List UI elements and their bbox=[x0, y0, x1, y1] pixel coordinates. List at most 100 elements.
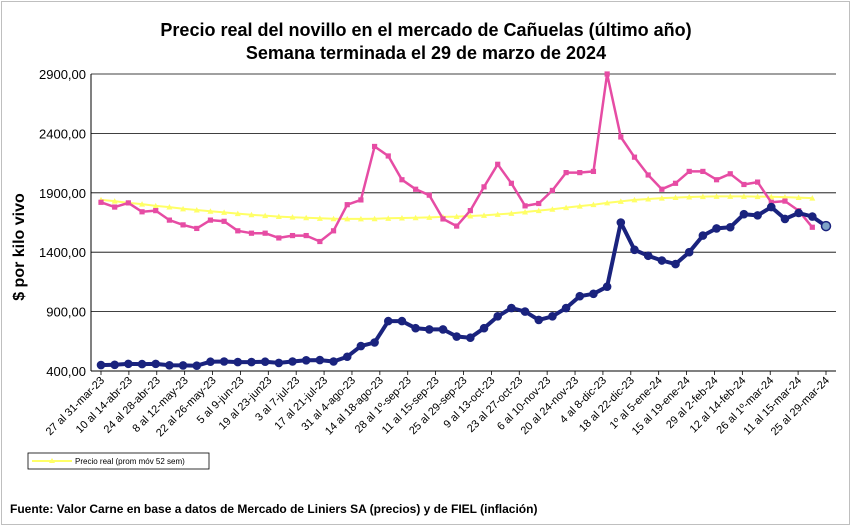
data-point bbox=[698, 231, 708, 240]
data-point bbox=[493, 312, 502, 321]
data-point bbox=[235, 228, 241, 234]
data-point bbox=[193, 207, 200, 213]
data-point bbox=[741, 181, 747, 188]
data-point bbox=[385, 215, 392, 221]
data-point bbox=[452, 332, 461, 341]
data-point bbox=[561, 303, 571, 313]
legend-swatch-marker bbox=[49, 458, 55, 463]
data-point bbox=[658, 195, 665, 201]
last-data-point bbox=[820, 220, 832, 232]
data-point bbox=[262, 212, 269, 219]
legend: Precio real (prom móv 52 sem) bbox=[27, 452, 210, 470]
data-point bbox=[317, 238, 323, 245]
data-point bbox=[124, 359, 133, 369]
data-point bbox=[686, 168, 692, 175]
data-point bbox=[809, 195, 816, 201]
y-axis-label: $ por kilo vivo bbox=[11, 193, 28, 301]
series-0 bbox=[96, 202, 831, 370]
data-point bbox=[111, 198, 118, 204]
data-point bbox=[699, 193, 706, 200]
y-tick-labels: 400,00 900,00 1400,00 1900,00 2400,00 2900,00 bbox=[39, 67, 86, 379]
data-point bbox=[206, 357, 215, 367]
data-point bbox=[438, 325, 448, 334]
data-point bbox=[481, 212, 488, 218]
data-point bbox=[645, 195, 652, 202]
data-point bbox=[330, 215, 337, 222]
data-point bbox=[684, 247, 694, 257]
data-point bbox=[370, 338, 379, 347]
data-point bbox=[96, 360, 106, 370]
data-point bbox=[549, 206, 556, 212]
data-point bbox=[479, 323, 489, 333]
data-point bbox=[589, 289, 598, 299]
data-point bbox=[794, 208, 803, 218]
data-point bbox=[276, 235, 282, 241]
data-point bbox=[549, 187, 556, 194]
data-point bbox=[371, 143, 378, 150]
data-point bbox=[657, 256, 667, 265]
data-point bbox=[166, 204, 173, 210]
data-point bbox=[399, 177, 405, 183]
data-point bbox=[454, 223, 460, 229]
data-point bbox=[151, 359, 161, 369]
data-point bbox=[112, 204, 118, 210]
data-point bbox=[535, 207, 542, 214]
data-point bbox=[768, 199, 774, 205]
data-point bbox=[659, 186, 665, 192]
data-point bbox=[153, 208, 159, 214]
data-point bbox=[618, 134, 624, 140]
data-point bbox=[466, 333, 475, 343]
data-point bbox=[548, 312, 557, 321]
data-point bbox=[671, 259, 680, 269]
data-point bbox=[125, 200, 131, 206]
data-point bbox=[397, 316, 407, 326]
y-tick-label: 1400,00 bbox=[39, 245, 86, 260]
data-point bbox=[180, 205, 187, 212]
data-point bbox=[357, 215, 364, 222]
data-point bbox=[233, 357, 243, 367]
data-point bbox=[453, 213, 460, 220]
data-point bbox=[426, 192, 432, 198]
data-point bbox=[508, 210, 515, 216]
data-point bbox=[522, 203, 528, 209]
data-point bbox=[631, 196, 638, 203]
data-point bbox=[536, 200, 542, 207]
y-tick-label: 400,00 bbox=[46, 364, 86, 379]
data-point bbox=[630, 245, 639, 255]
data-point bbox=[303, 214, 310, 221]
data-point bbox=[288, 357, 297, 366]
data-point bbox=[577, 170, 583, 176]
data-point bbox=[330, 228, 337, 234]
data-point bbox=[563, 170, 569, 176]
data-point bbox=[494, 211, 501, 217]
data-point bbox=[315, 355, 325, 365]
data-point bbox=[576, 203, 583, 209]
data-point bbox=[563, 204, 570, 211]
data-point bbox=[152, 202, 159, 209]
data-point bbox=[495, 161, 501, 167]
data-point bbox=[329, 357, 338, 366]
data-point bbox=[631, 154, 638, 160]
data-point bbox=[289, 214, 296, 220]
data-point bbox=[686, 193, 693, 200]
data-point bbox=[98, 199, 104, 205]
data-point bbox=[371, 215, 378, 222]
data-point bbox=[248, 230, 255, 236]
data-point bbox=[413, 186, 419, 192]
legend-label: Precio real (prom móv 52 sem) bbox=[75, 457, 185, 466]
data-point bbox=[766, 202, 776, 212]
data-point bbox=[481, 184, 487, 190]
data-point bbox=[166, 217, 172, 223]
data-point bbox=[110, 360, 119, 370]
data-point bbox=[782, 198, 788, 204]
data-point bbox=[725, 222, 735, 232]
data-point bbox=[617, 198, 624, 204]
data-point bbox=[275, 213, 282, 220]
data-point bbox=[425, 325, 434, 334]
data-point bbox=[342, 352, 352, 362]
data-point bbox=[740, 193, 747, 199]
data-point bbox=[248, 211, 255, 218]
